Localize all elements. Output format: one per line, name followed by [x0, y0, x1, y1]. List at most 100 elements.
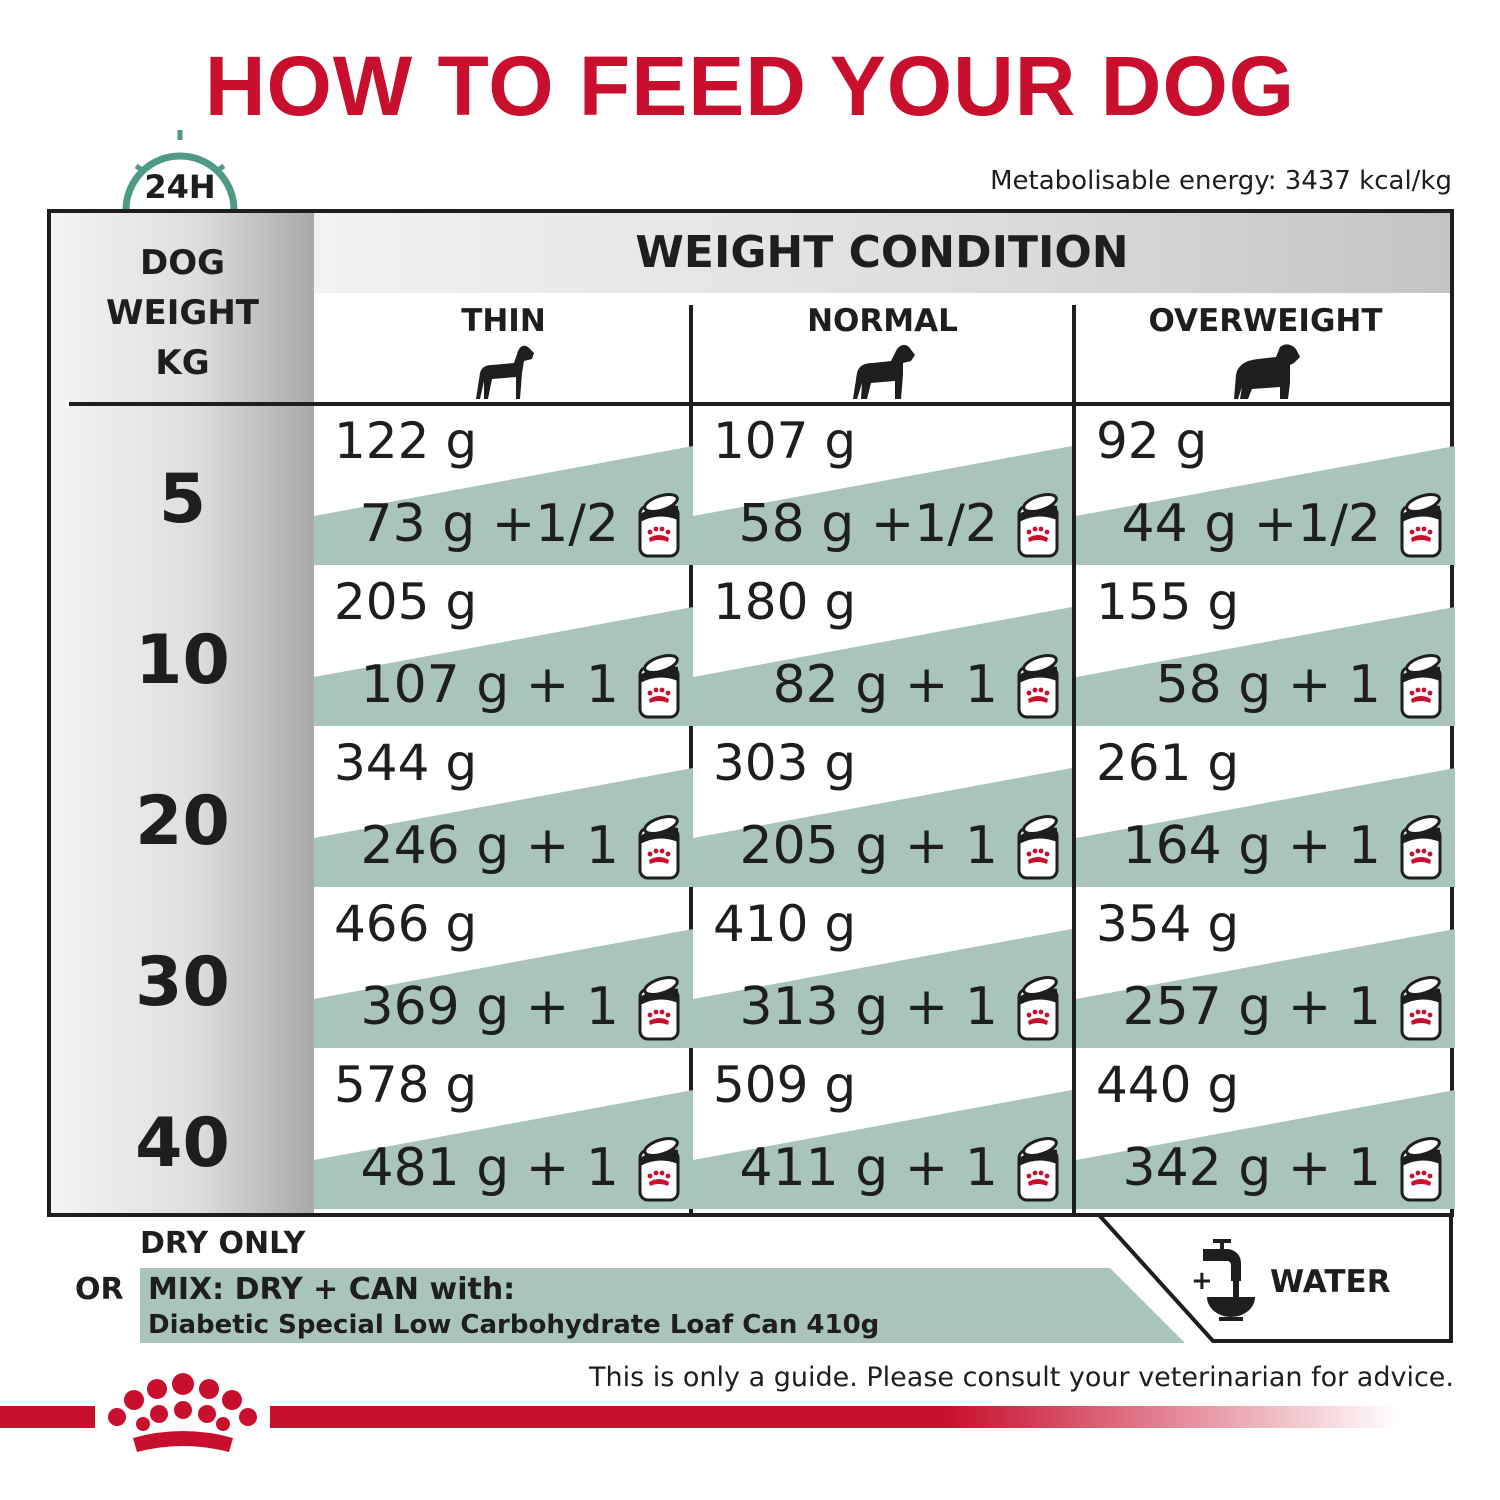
- can-icon: [1400, 976, 1442, 1041]
- mix-amount: 73 g +1/2: [359, 494, 620, 554]
- water-box: +: [1097, 1213, 1453, 1343]
- mix-band: [1076, 1090, 1455, 1209]
- dog-weight-header: DOG WEIGHT KG: [51, 238, 314, 388]
- can-icon: [1400, 815, 1442, 880]
- header-line: WEIGHT: [106, 293, 259, 333]
- dry-only-amount: 180 g: [713, 573, 857, 631]
- mix-product-label: Diabetic Special Low Carbohydrate Loaf C…: [148, 1310, 880, 1340]
- weight-condition-header: WEIGHT CONDITION: [314, 213, 1450, 293]
- can-icon: [638, 654, 680, 719]
- feeding-cell: 466 g 369 g + 1: [314, 889, 693, 1050]
- tap-water-icon: [1203, 1239, 1255, 1321]
- column-label: THIN: [461, 303, 546, 339]
- clock-24h-icon: 24H: [122, 130, 238, 211]
- mix-amount: 107 g + 1: [360, 655, 619, 715]
- feeding-cell: 92 g 44 g +1/2: [1076, 406, 1455, 567]
- dog-weight-value: 40: [135, 1104, 230, 1183]
- dog-weight-value: 20: [135, 782, 230, 861]
- dry-only-label: DRY ONLY: [140, 1226, 306, 1261]
- column-label: NORMAL: [807, 303, 958, 339]
- normal-dog-icon: [852, 344, 915, 399]
- mix-band: [1076, 446, 1455, 565]
- can-icon: [1017, 976, 1059, 1041]
- dry-only-amount: 354 g: [1096, 895, 1240, 953]
- metabolisable-energy: Metabolisable energy: 3437 kcal/kg: [990, 166, 1452, 196]
- mix-band: [1076, 929, 1455, 1048]
- dog-weight-value: 30: [135, 943, 230, 1022]
- can-icon: [1017, 815, 1059, 880]
- dry-only-amount: 261 g: [1096, 734, 1240, 792]
- can-icon: [638, 976, 680, 1041]
- can-icon: [638, 1137, 680, 1202]
- can-icon: [1017, 1137, 1059, 1202]
- dry-only-amount: 440 g: [1096, 1056, 1240, 1114]
- clock-label: 24H: [144, 168, 215, 206]
- water-label: WATER: [1270, 1264, 1391, 1300]
- page-title: HOW TO FEED YOUR DOG: [204, 39, 1296, 133]
- feeding-cell: 509 g 411 g + 1: [693, 1050, 1072, 1211]
- weight-column: [51, 213, 314, 1213]
- mix-band: [314, 768, 693, 887]
- feeding-cell: 578 g 481 g + 1: [314, 1050, 693, 1211]
- can-icon: [1017, 654, 1059, 719]
- feeding-cell: 440 g 342 g + 1: [1076, 1050, 1455, 1211]
- mix-amount: 164 g + 1: [1122, 816, 1381, 876]
- mix-amount: 58 g + 1: [1155, 655, 1381, 715]
- mix-amount: 82 g + 1: [772, 655, 998, 715]
- mix-label: MIX: DRY + CAN with:: [148, 1272, 516, 1307]
- feeding-cell: 344 g 246 g + 1: [314, 728, 693, 889]
- mix-band: [693, 768, 1072, 887]
- mix-band: [314, 446, 693, 565]
- dog-weight-value: 10: [135, 621, 230, 700]
- column-divider: [1072, 305, 1076, 1213]
- brand-line: [270, 1406, 1400, 1428]
- feeding-cell: 205 g 107 g + 1: [314, 567, 693, 728]
- can-icon: [638, 815, 680, 880]
- mix-band: [693, 929, 1072, 1048]
- mix-amount: 313 g + 1: [739, 977, 998, 1037]
- dry-only-amount: 509 g: [713, 1056, 857, 1114]
- overweight-dog-icon: [1233, 344, 1300, 399]
- plus-sign: +: [1191, 1266, 1213, 1296]
- mix-amount: 205 g + 1: [739, 816, 998, 876]
- mix-band: [1076, 768, 1455, 887]
- column-header-overweight: OVERWEIGHT: [1076, 293, 1455, 403]
- dry-only-amount: 466 g: [334, 895, 478, 953]
- mix-amount: 58 g +1/2: [738, 494, 999, 554]
- thin-dog-icon: [475, 345, 534, 399]
- feeding-cell: 180 g 82 g + 1: [693, 567, 1072, 728]
- disclaimer: This is only a guide. Please consult you…: [588, 1362, 1454, 1393]
- dry-only-amount: 155 g: [1096, 573, 1240, 631]
- dog-weight-value: 5: [158, 460, 207, 539]
- mix-amount: 481 g + 1: [360, 1138, 619, 1198]
- column-label: OVERWEIGHT: [1148, 303, 1383, 339]
- royal-canin-crown-logo: [108, 1373, 257, 1452]
- dry-only-amount: 122 g: [334, 412, 478, 470]
- dry-only-amount: 344 g: [334, 734, 478, 792]
- header-line: KG: [155, 343, 210, 383]
- feeding-table: WEIGHT CONDITION DOG WEIGHT KG THIN NORMA…: [47, 209, 1455, 1217]
- feeding-cell: 303 g 205 g + 1: [693, 728, 1072, 889]
- mix-legend-band: [140, 1268, 1185, 1343]
- or-label: OR: [75, 1272, 124, 1307]
- brand-line: [0, 1406, 95, 1428]
- can-icon: [1400, 1137, 1442, 1202]
- header-divider: [69, 402, 1450, 406]
- mix-band: [314, 929, 693, 1048]
- mix-band: [314, 1090, 693, 1209]
- dry-only-amount: 578 g: [334, 1056, 478, 1114]
- feeding-cell: 107 g 58 g +1/2: [693, 406, 1072, 567]
- dry-only-amount: 107 g: [713, 412, 857, 470]
- dry-only-amount: 303 g: [713, 734, 857, 792]
- mix-amount: 369 g + 1: [360, 977, 619, 1037]
- column-divider: [689, 305, 693, 1213]
- mix-amount: 246 g + 1: [360, 816, 619, 876]
- mix-amount: 342 g + 1: [1122, 1138, 1381, 1198]
- feeding-cell: 354 g 257 g + 1: [1076, 889, 1455, 1050]
- header-line: DOG: [139, 243, 226, 283]
- dry-only-amount: 92 g: [1096, 412, 1208, 470]
- mix-band: [1076, 607, 1455, 726]
- mix-amount: 411 g + 1: [739, 1138, 998, 1198]
- column-header-thin: THIN: [314, 293, 693, 403]
